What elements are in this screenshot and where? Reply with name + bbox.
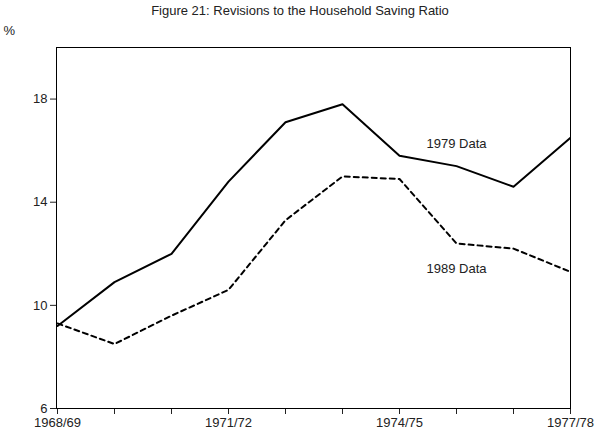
svg-text:%: % <box>4 23 16 38</box>
html-text:Figure 21: Revisions to the Ho: Figure 21: Revisions to the Household Sa… <box>151 3 449 18</box>
svg-text:1989 Data: 1989 Data <box>427 261 488 276</box>
svg-text:1977/78: 1977/78 <box>547 415 594 430</box>
svg-text:1979 Data: 1979 Data <box>427 136 488 151</box>
svg-text:14: 14 <box>33 194 47 209</box>
svg-text:1971/72: 1971/72 <box>205 415 252 430</box>
svg-text:6: 6 <box>40 401 47 416</box>
svg-text:1974/75: 1974/75 <box>376 415 423 430</box>
svg-text:18: 18 <box>33 91 47 106</box>
svg-text:1968/69: 1968/69 <box>34 415 81 430</box>
svg-text:10: 10 <box>33 298 47 313</box>
